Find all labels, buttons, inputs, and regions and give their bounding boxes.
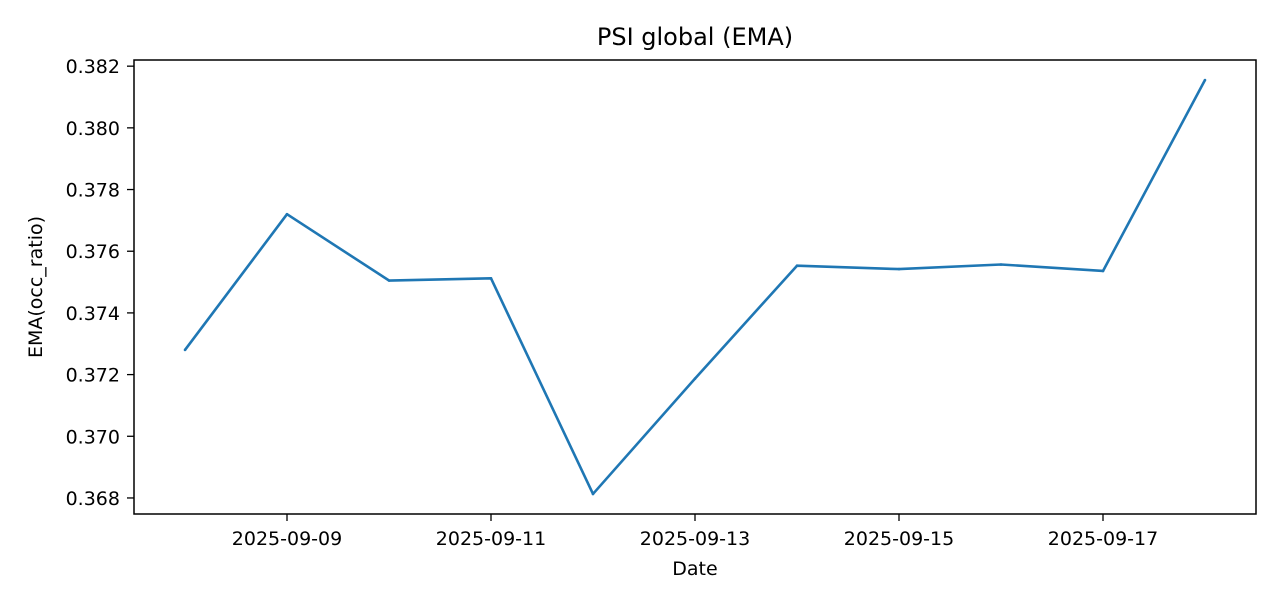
x-axis-label: Date	[672, 558, 717, 580]
x-tick-label: 2025-09-17	[1048, 528, 1158, 550]
data-point	[388, 279, 391, 282]
y-tick-label: 0.376	[66, 241, 120, 263]
chart-title: PSI global (EMA)	[597, 23, 793, 51]
data-point	[1102, 270, 1105, 273]
data-point	[1000, 263, 1003, 266]
y-axis-label: EMA(occ_ratio)	[25, 216, 47, 358]
data-point	[592, 493, 595, 496]
data-point	[490, 277, 493, 280]
data-point	[286, 213, 289, 216]
data-point	[796, 264, 799, 267]
y-tick-label: 0.378	[66, 180, 120, 202]
y-tick-label: 0.380	[66, 118, 120, 140]
x-tick-label: 2025-09-09	[232, 528, 342, 550]
data-point	[694, 377, 697, 380]
y-tick-label: 0.368	[66, 488, 120, 510]
y-tick-label: 0.372	[66, 365, 120, 387]
data-point	[898, 268, 901, 271]
data-point	[1204, 79, 1207, 82]
data-point	[184, 349, 187, 352]
x-tick-label: 2025-09-13	[640, 528, 750, 550]
x-tick-label: 2025-09-15	[844, 528, 954, 550]
y-tick-label: 0.370	[66, 426, 120, 448]
y-tick-label: 0.382	[66, 56, 120, 78]
y-tick-label: 0.374	[66, 303, 120, 325]
x-tick-label: 2025-09-11	[436, 528, 546, 550]
